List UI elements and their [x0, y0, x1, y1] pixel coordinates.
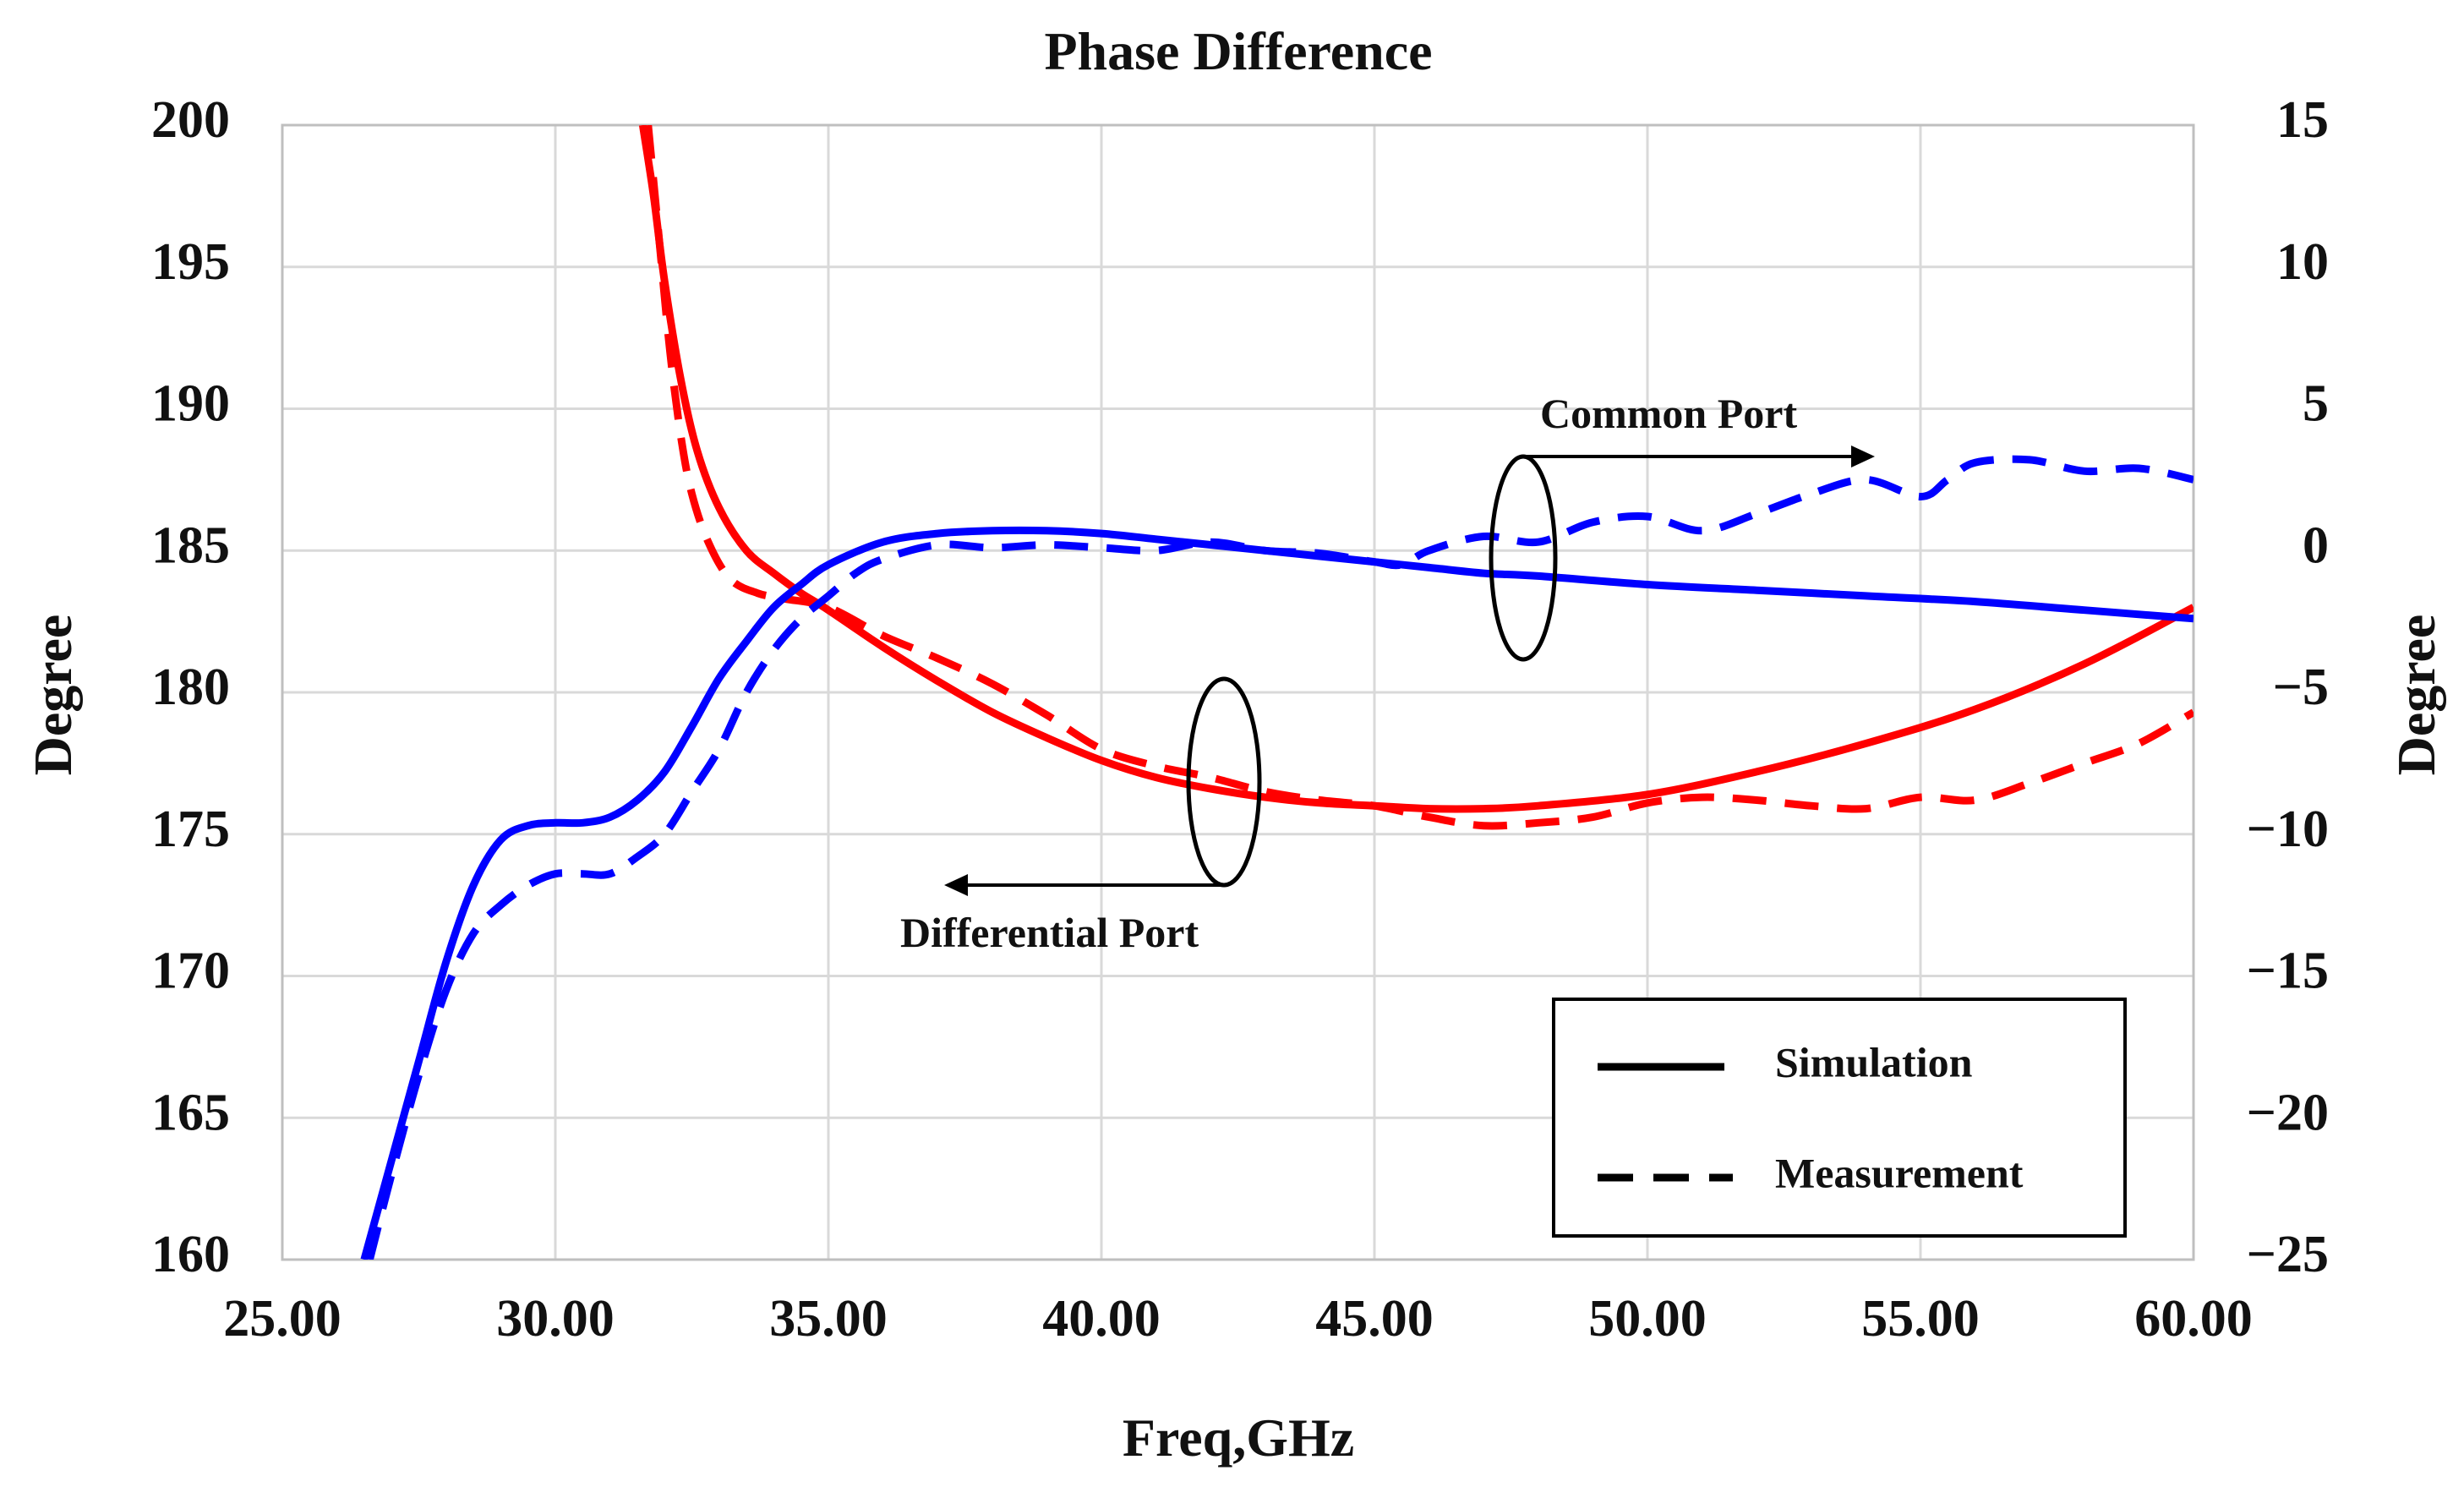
y2-tick-label: −10 — [2247, 801, 2329, 858]
y-tick-label: 195 — [151, 233, 230, 291]
y2-tick-label: 0 — [2303, 517, 2329, 574]
x-tick-label: 60.00 — [2134, 1290, 2253, 1348]
y-axis-title: Degree — [23, 615, 83, 776]
chart-title: Phase Difference — [1044, 21, 1432, 81]
series-line-common-port-simulation — [360, 526, 2194, 1260]
legend: Simulation Measurement — [1552, 998, 2127, 1238]
y-axis-ticks: 160 165 170 175 180 185 190 195 200 — [151, 91, 230, 1283]
y-tick-label: 180 — [151, 659, 230, 716]
y2-axis-title: Degree — [2386, 615, 2446, 776]
legend-simulation-label: Simulation — [1775, 1038, 1973, 1085]
plot-border — [281, 123, 2195, 1261]
y2-tick-label: −15 — [2247, 943, 2329, 1000]
x-tick-label: 50.00 — [1588, 1290, 1707, 1348]
y2-axis-ticks: −25 −20 −15 −10 −5 0 5 10 15 — [2247, 91, 2329, 1283]
y-tick-label: 185 — [151, 517, 230, 574]
differential-port-arrowhead — [944, 874, 968, 896]
x-tick-label: 25.00 — [223, 1290, 341, 1348]
series-layer — [360, 125, 2194, 1260]
differential-port-annotation: Differential Port — [900, 676, 1262, 956]
common-port-annotation: Common Port — [1489, 390, 1875, 662]
x-tick-label: 35.00 — [769, 1290, 888, 1348]
x-axis-title: Freq,GHz — [1123, 1408, 1354, 1468]
y2-tick-label: 5 — [2303, 375, 2329, 433]
y2-tick-label: −25 — [2247, 1226, 2329, 1283]
x-tick-label: 45.00 — [1315, 1290, 1434, 1348]
x-tick-label: 40.00 — [1042, 1290, 1161, 1348]
x-tick-label: 55.00 — [1861, 1290, 1980, 1348]
common-port-label: Common Port — [1540, 390, 1797, 437]
x-tick-label: 30.00 — [496, 1290, 615, 1348]
series-line-differential-port-measurement — [644, 125, 2194, 830]
y2-tick-label: −5 — [2273, 659, 2329, 716]
x-axis-ticks: 25.00 30.00 35.00 40.00 45.00 50.00 55.00 60.00 — [223, 1290, 2253, 1348]
legend-box — [1552, 998, 2127, 1238]
y2-tick-label: −20 — [2247, 1084, 2329, 1141]
y-tick-label: 190 — [151, 375, 230, 433]
y-tick-label: 170 — [151, 943, 230, 1000]
differential-port-label: Differential Port — [900, 909, 1199, 956]
series-line-common-port-measurement — [366, 455, 2194, 1260]
common-port-arrowhead — [1851, 446, 1875, 467]
y2-tick-label: 10 — [2276, 233, 2329, 291]
plot-area — [281, 123, 2195, 1261]
y-tick-label: 175 — [151, 801, 230, 858]
legend-measurement-label: Measurement — [1775, 1149, 2024, 1196]
y-tick-label: 165 — [151, 1084, 230, 1141]
series-line-differential-port-simulation — [638, 125, 2194, 813]
y-tick-label: 160 — [151, 1226, 230, 1283]
y2-tick-label: 15 — [2276, 91, 2329, 149]
y-tick-label: 200 — [151, 91, 230, 149]
